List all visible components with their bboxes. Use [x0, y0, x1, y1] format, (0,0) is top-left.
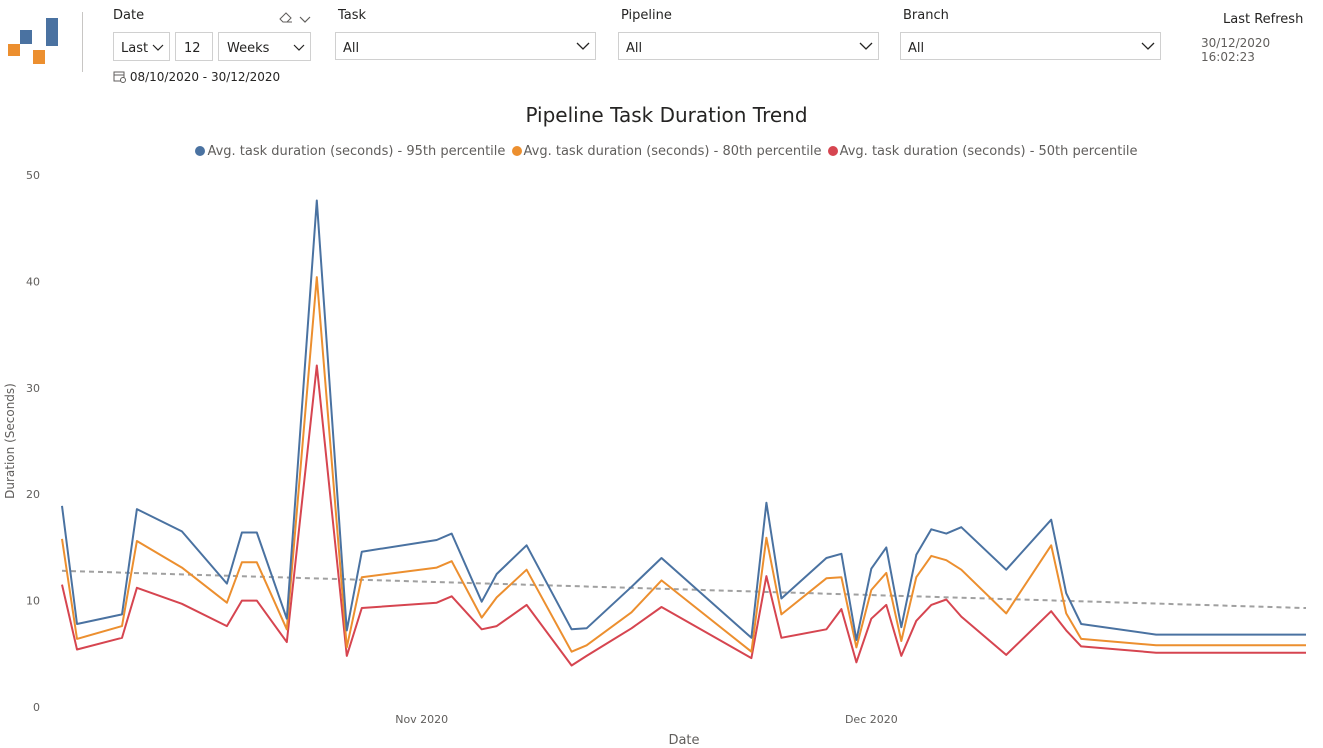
- task-dropdown-value: All: [343, 41, 360, 56]
- y-tick-label: 30: [26, 382, 40, 395]
- chevron-down-icon: [293, 44, 305, 51]
- date-count-input[interactable]: 12: [175, 32, 213, 61]
- x-tick-label: Nov 2020: [395, 713, 448, 726]
- date-unit-dropdown[interactable]: Weeks: [218, 32, 311, 61]
- legend-item[interactable]: Avg. task duration (seconds) - 95th perc…: [195, 144, 505, 159]
- chart-title: Pipeline Task Duration Trend: [525, 103, 808, 127]
- task-filter-label: Task: [338, 8, 367, 23]
- y-tick-label: 0: [33, 701, 40, 714]
- legend-item[interactable]: Avg. task duration (seconds) - 80th perc…: [511, 144, 822, 159]
- pipeline-dropdown-value: All: [626, 41, 643, 56]
- legend-label: Avg. task duration (seconds) - 80th perc…: [523, 144, 822, 159]
- last-refresh-label: Last Refresh: [1223, 12, 1304, 27]
- pipeline-filter-label: Pipeline: [621, 8, 672, 23]
- logo-block: [33, 50, 45, 64]
- legend-label: Avg. task duration (seconds) - 95th perc…: [207, 144, 506, 159]
- chevron-down-icon: [576, 42, 590, 50]
- chevron-down-icon: [1141, 42, 1155, 50]
- date-relative-dropdown[interactable]: Last: [113, 32, 170, 61]
- y-axis-title: Duration (Seconds): [3, 383, 17, 499]
- series-line-p80[interactable]: [61, 276, 1306, 653]
- legend-item[interactable]: Avg. task duration (seconds) - 50th perc…: [827, 144, 1138, 159]
- chart-legend: Avg. task duration (seconds) - 95th perc…: [0, 144, 1323, 159]
- eraser-icon[interactable]: [278, 9, 294, 23]
- legend-label: Avg. task duration (seconds) - 50th perc…: [839, 144, 1138, 159]
- y-tick-label: 40: [26, 275, 40, 288]
- task-dropdown[interactable]: All: [335, 32, 596, 60]
- legend-swatch: [511, 146, 522, 156]
- y-tick-label: 10: [26, 595, 40, 608]
- chevron-down-icon[interactable]: [299, 10, 311, 23]
- branch-dropdown-value: All: [908, 41, 925, 56]
- y-tick-label: 20: [26, 488, 40, 501]
- last-refresh-value: 30/12/2020 16:02:23: [1201, 36, 1271, 64]
- date-filter-label: Date: [113, 8, 145, 23]
- date-unit-value: Weeks: [227, 41, 270, 56]
- logo-block: [8, 44, 20, 56]
- x-axis-title: Date: [668, 733, 699, 748]
- x-tick-label: Dec 2020: [845, 713, 898, 726]
- chevron-down-icon: [152, 44, 164, 51]
- date-range: 08/10/2020 - 30/12/2020: [113, 70, 280, 84]
- line-chart[interactable]: Duration (Seconds) Date 0 10 20 30 40 50 Nov …: [0, 160, 1323, 748]
- date-relative-value: Last: [121, 41, 149, 56]
- branch-filter-label: Branch: [903, 8, 949, 23]
- logo-block: [46, 18, 58, 46]
- trend-line: [61, 569, 1307, 610]
- series-line-p50[interactable]: [61, 364, 1306, 667]
- logo-block: [20, 30, 32, 44]
- legend-swatch: [195, 146, 206, 156]
- pipeline-dropdown[interactable]: All: [618, 32, 879, 60]
- date-range-text: 08/10/2020 - 30/12/2020: [129, 70, 281, 84]
- app-logo: [0, 0, 70, 80]
- branch-dropdown[interactable]: All: [900, 32, 1161, 60]
- header-divider: [82, 12, 83, 72]
- y-tick-label: 50: [26, 169, 40, 182]
- legend-swatch: [827, 146, 838, 156]
- calendar-icon: [113, 71, 126, 83]
- series-line-p95[interactable]: [61, 199, 1306, 641]
- chevron-down-icon: [859, 42, 873, 50]
- date-count-value: 12: [184, 41, 201, 56]
